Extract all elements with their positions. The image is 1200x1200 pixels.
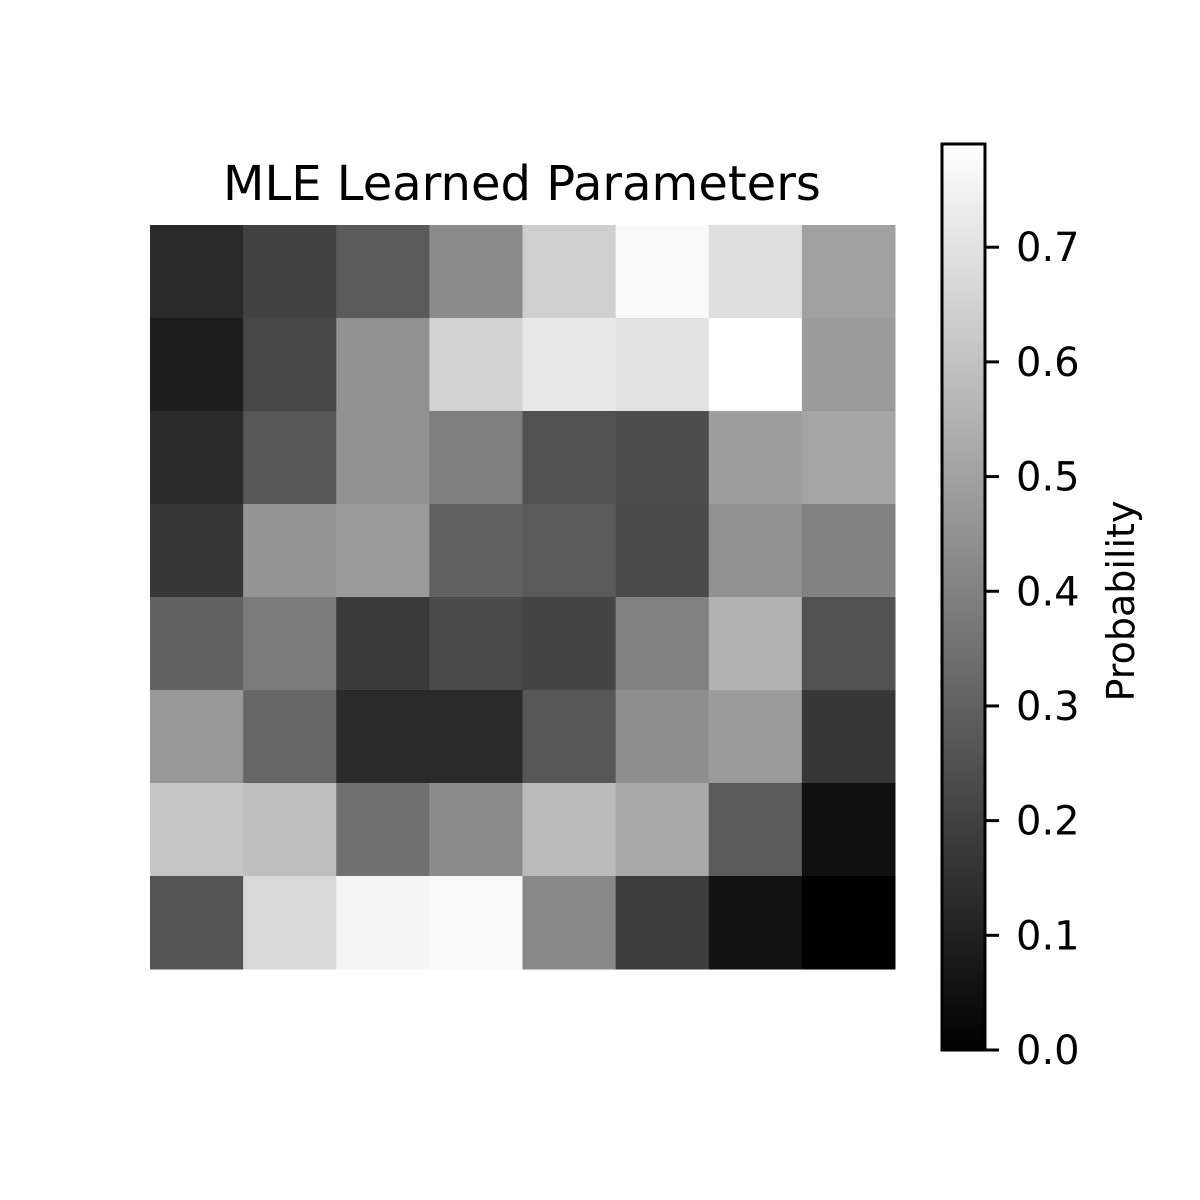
heatmap-cell xyxy=(522,411,617,505)
heatmap-cell xyxy=(429,318,523,412)
heatmap-cell xyxy=(708,876,803,970)
heatmap-cell xyxy=(615,783,710,877)
heatmap-cell xyxy=(708,597,803,691)
heatmap-cell xyxy=(150,783,244,877)
heatmap-cell xyxy=(522,690,617,784)
heatmap-cell xyxy=(336,783,430,877)
heatmap-cell xyxy=(801,225,896,319)
heatmap-cell xyxy=(150,504,244,598)
colorbar: 0.0 0.1 0.2 0.3 0.4 0.5 0.6 0.7 Probability xyxy=(940,142,1143,1074)
heatmap-cell xyxy=(708,411,803,505)
chart-title: MLE Learned Parameters xyxy=(223,156,821,212)
heatmap-cell xyxy=(708,690,803,784)
heatmap-cells xyxy=(150,225,896,970)
heatmap-cell xyxy=(522,225,617,319)
heatmap-cell xyxy=(243,225,337,319)
heatmap-cell xyxy=(243,597,337,691)
heatmap-cell xyxy=(708,504,803,598)
heatmap-cell xyxy=(429,783,523,877)
heatmap-cell xyxy=(243,411,337,505)
heatmap-cell xyxy=(336,225,430,319)
heatmap-cell xyxy=(243,690,337,784)
colorbar-tick-label: 0.2 xyxy=(1016,799,1080,845)
colorbar-tick-label: 0.0 xyxy=(1016,1028,1080,1074)
heatmap-cell xyxy=(708,318,803,412)
colorbar-tick-label: 0.1 xyxy=(1016,913,1080,959)
heatmap-cell xyxy=(801,318,896,412)
heatmap-cell xyxy=(150,690,244,784)
heatmap-cell xyxy=(708,225,803,319)
heatmap-cell xyxy=(801,876,896,970)
heatmap-cell xyxy=(150,225,244,319)
heatmap-cell xyxy=(150,597,244,691)
heatmap-cell xyxy=(336,504,430,598)
heatmap-cell xyxy=(801,597,896,691)
heatmap-cell xyxy=(522,876,617,970)
colorbar-tick-label: 0.5 xyxy=(1016,455,1080,501)
heatmap-cell xyxy=(150,876,244,970)
heatmap-cell xyxy=(522,504,617,598)
heatmap-cell xyxy=(801,783,896,877)
heatmap-cell xyxy=(615,318,710,412)
heatmap-cell xyxy=(615,690,710,784)
heatmap-cell xyxy=(615,876,710,970)
heatmap-cell xyxy=(150,411,244,505)
colorbar-tick-label: 0.3 xyxy=(1016,684,1080,730)
heatmap-cell xyxy=(429,225,523,319)
heatmap-cell xyxy=(429,411,523,505)
heatmap-cell xyxy=(243,876,337,970)
colorbar-label: Probability xyxy=(1099,501,1143,702)
heatmap-cell xyxy=(801,411,896,505)
heatmap-cell xyxy=(801,504,896,598)
heatmap-cell xyxy=(522,783,617,877)
heatmap-cell xyxy=(336,318,430,412)
colorbar-gradient xyxy=(940,142,987,1052)
colorbar-tick-label: 0.7 xyxy=(1016,225,1080,271)
heatmap-cell xyxy=(615,504,710,598)
heatmap-cell xyxy=(615,597,710,691)
heatmap-cell xyxy=(429,876,523,970)
heatmap-cell xyxy=(150,318,244,412)
colorbar-tick-label: 0.4 xyxy=(1016,569,1080,615)
heatmap-cell xyxy=(615,411,710,505)
heatmap-cell xyxy=(429,690,523,784)
colorbar-tick-label: 0.6 xyxy=(1016,340,1080,386)
colorbar-ticks: 0.0 0.1 0.2 0.3 0.4 0.5 0.6 0.7 xyxy=(985,225,1080,1074)
heatmap-cell xyxy=(522,318,617,412)
heatmap-cell xyxy=(429,597,523,691)
heatmap-cell xyxy=(243,318,337,412)
heatmap-cell xyxy=(336,597,430,691)
heatmap-cell xyxy=(522,597,617,691)
heatmap-cell xyxy=(243,504,337,598)
heatmap-cell xyxy=(708,783,803,877)
heatmap-cell xyxy=(336,411,430,505)
heatmap-cell xyxy=(801,690,896,784)
heatmap-cell xyxy=(243,783,337,877)
heatmap-cell xyxy=(615,225,710,319)
heatmap-cell xyxy=(429,504,523,598)
heatmap-cell xyxy=(336,690,430,784)
heatmap-cell xyxy=(336,876,430,970)
